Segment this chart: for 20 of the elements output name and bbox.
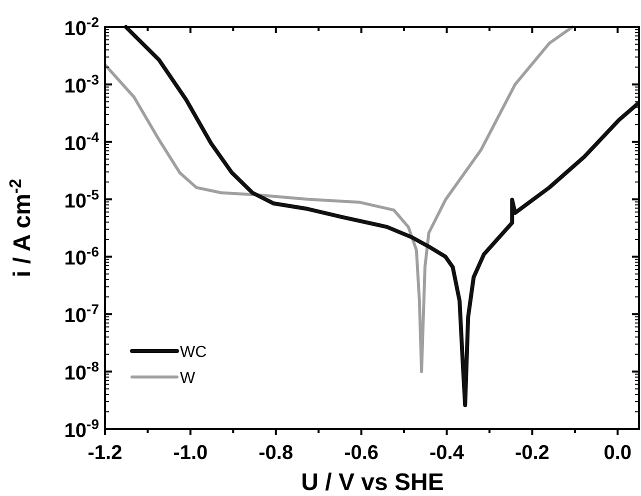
- x-tick-label: -0.8: [258, 442, 294, 464]
- x-tick-label: -0.2: [514, 442, 550, 464]
- y-tick-label: 10$^{-4}$: [64, 128, 100, 155]
- y-tick-label: 10$^{-8}$: [64, 358, 100, 385]
- y-tick-label: 10$^{-2}$: [64, 14, 100, 40]
- x-tick-label: -0.4: [430, 442, 465, 464]
- line-series: [105, 26, 574, 374]
- x-tick-label: -0.6: [344, 442, 379, 464]
- x-tick-label: 0.0: [604, 442, 632, 464]
- y-tick-label: 10$^{-6}$: [64, 244, 100, 270]
- legend-label: W: [180, 370, 196, 387]
- x-tick-label: -1.0: [173, 442, 208, 464]
- y-tick-label: 10$^{-3}$: [64, 71, 100, 98]
- y-tick-label: 10$^{-5}$: [64, 186, 100, 212]
- y-tick-label: 10$^{-7}$: [64, 301, 100, 328]
- x-tick-label: -1.2: [88, 442, 122, 464]
- legend-label: WC: [180, 344, 207, 361]
- line-series: [124, 25, 640, 408]
- x-axis-title: U / V vs SHE: [301, 469, 444, 496]
- y-tick-label: 10$^{-9}$: [64, 416, 100, 442]
